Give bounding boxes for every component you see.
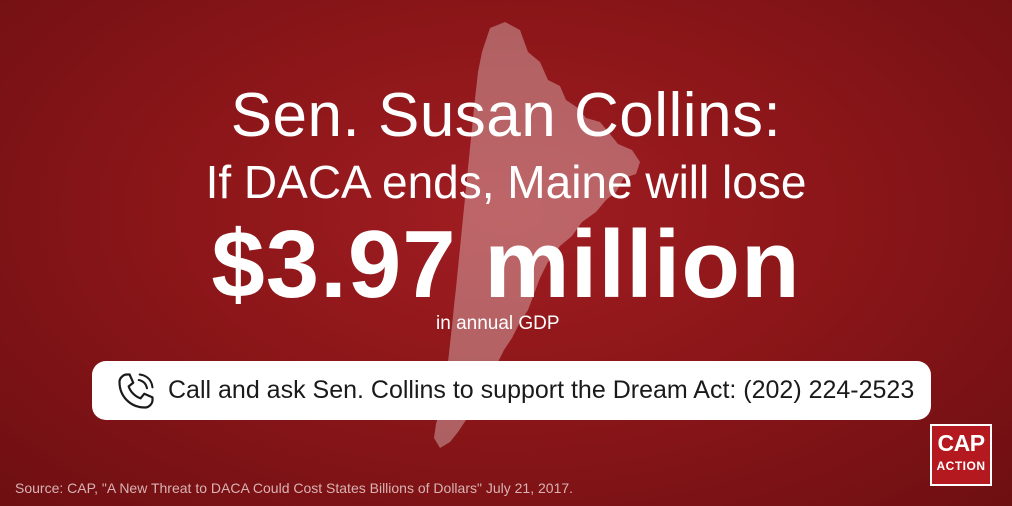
call-to-action-banner[interactable]: Call and ask Sen. Collins to support the… [92,361,931,420]
headline-subtitle: If DACA ends, Maine will lose [205,156,807,208]
headline-title: Sen. Susan Collins: [230,81,782,150]
cap-action-logo[interactable]: CAP ACTION [930,424,992,486]
call-to-action-text: Call and ask Sen. Collins to support the… [168,376,915,404]
source-citation: Source: CAP, "A New Threat to DACA Could… [15,480,574,496]
phone-icon [118,372,154,409]
headline-amount: $3.97 million [211,211,801,318]
amount-caption: in annual GDP [436,313,560,334]
logo-line-2: ACTION [936,459,986,473]
logo-line-1: CAP [937,430,985,456]
